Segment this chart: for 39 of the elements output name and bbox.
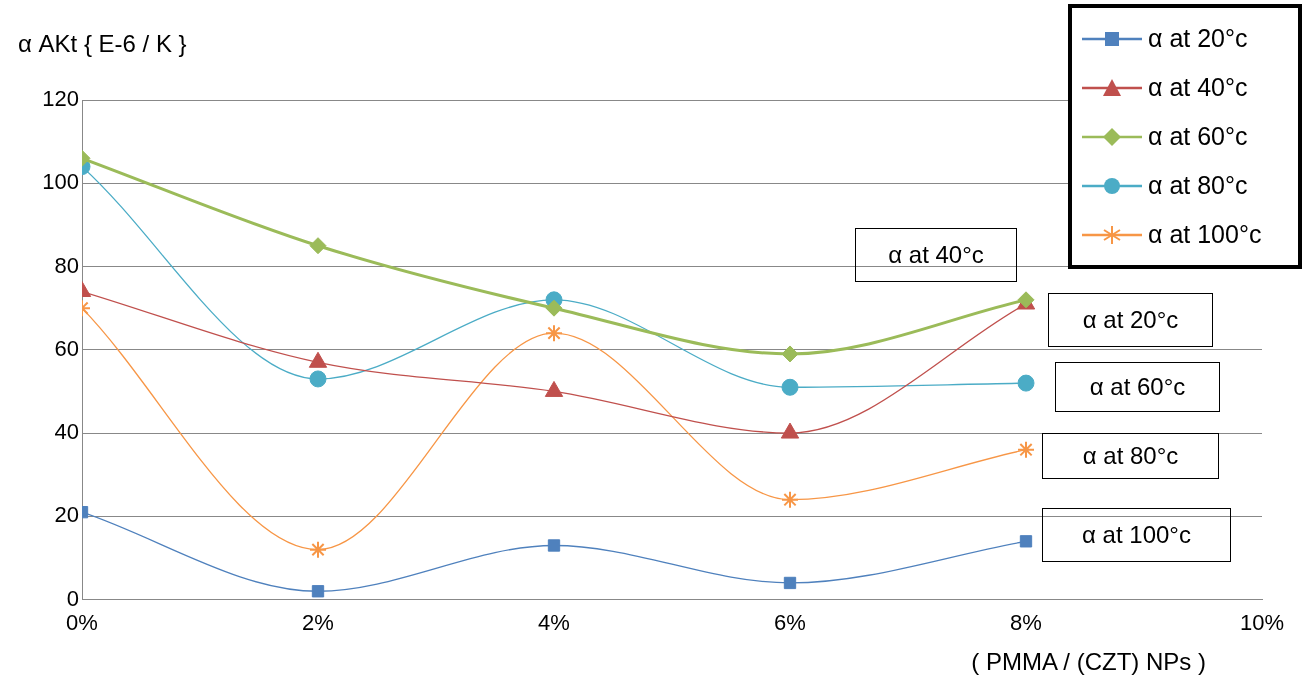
x-tick-label: 8% bbox=[1010, 609, 1042, 635]
y-tick-label: 120 bbox=[42, 86, 79, 112]
x-tick-label: 6% bbox=[774, 609, 806, 635]
point bbox=[309, 370, 327, 388]
annotation: α at 60°c bbox=[1055, 362, 1220, 412]
y-tick-label: 60 bbox=[54, 335, 79, 361]
y-tick-label: 40 bbox=[54, 419, 79, 445]
annotation: α at 20°c bbox=[1048, 293, 1213, 347]
legend-label: α at 40°c bbox=[1148, 73, 1248, 102]
point bbox=[311, 585, 325, 598]
legend-label: α at 80°c bbox=[1148, 171, 1248, 200]
x-tick-label: 2% bbox=[302, 609, 334, 635]
x-tick-label: 4% bbox=[538, 609, 570, 635]
annotation: α at 40°c bbox=[855, 228, 1017, 282]
y-tick-label: 20 bbox=[54, 502, 79, 528]
point bbox=[545, 299, 563, 317]
point bbox=[783, 576, 797, 590]
x-axis-title: ( PMMA / (CZT) NPs ) bbox=[971, 648, 1206, 676]
y-axis-title: α AKt { E-6 / K } bbox=[18, 30, 187, 58]
point bbox=[309, 540, 327, 559]
legend-label: α at 20°c bbox=[1148, 24, 1248, 53]
point bbox=[781, 345, 799, 363]
y-tick-label: 0 bbox=[66, 585, 79, 611]
point bbox=[1017, 440, 1035, 459]
point bbox=[781, 378, 799, 396]
legend-label: α at 100°c bbox=[1148, 220, 1262, 249]
point bbox=[547, 539, 561, 552]
legend-label: α at 60°c bbox=[1148, 122, 1248, 151]
point bbox=[1017, 374, 1035, 392]
y-tick-label: 100 bbox=[42, 169, 79, 195]
x-tick-label: 10% bbox=[1239, 609, 1285, 635]
point bbox=[309, 237, 327, 255]
x-tick-label: 0% bbox=[66, 609, 98, 635]
point bbox=[781, 490, 799, 509]
point bbox=[1019, 535, 1033, 548]
annotation: α at 100°c bbox=[1042, 508, 1231, 562]
annotation: α at 80°c bbox=[1042, 433, 1219, 479]
point bbox=[545, 324, 563, 343]
y-tick-label: 80 bbox=[54, 252, 79, 278]
